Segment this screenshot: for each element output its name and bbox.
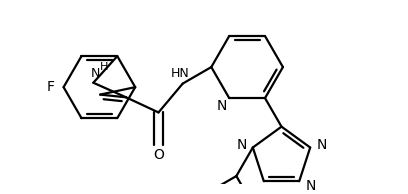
- Text: N: N: [305, 179, 316, 193]
- Text: N: N: [91, 67, 100, 80]
- Text: HN: HN: [171, 67, 189, 80]
- Text: F: F: [47, 80, 54, 94]
- Text: N: N: [236, 138, 247, 152]
- Text: O: O: [153, 148, 164, 162]
- Text: N: N: [316, 138, 327, 152]
- Text: N: N: [217, 99, 227, 113]
- Text: H: H: [100, 62, 108, 72]
